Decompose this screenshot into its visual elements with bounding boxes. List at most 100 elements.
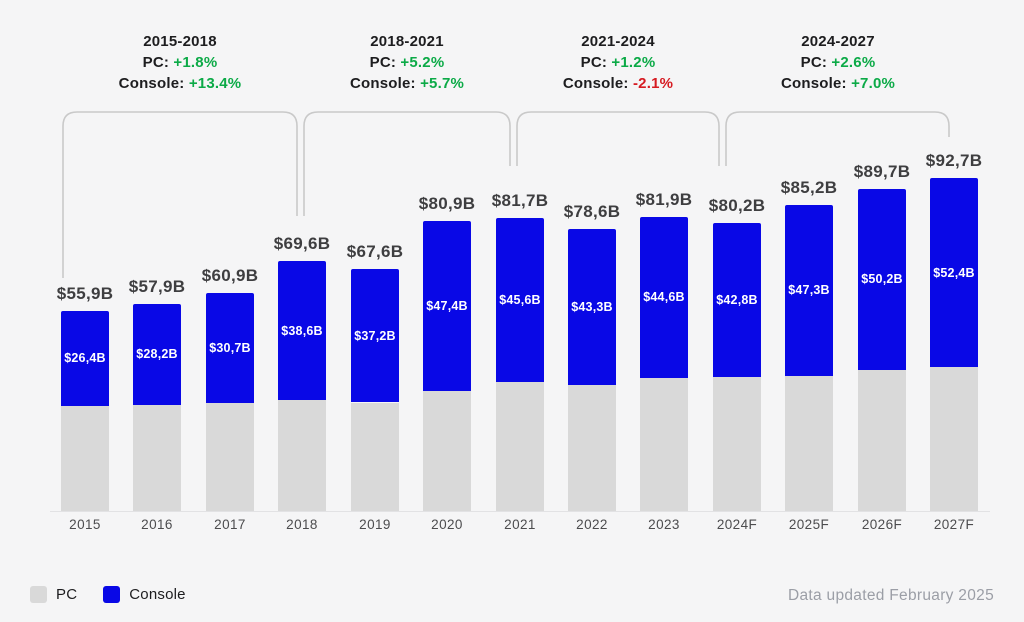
console-bar-segment-2026F[interactable]: $50,2B [858,189,906,370]
console-growth-line: Console: +7.0% [723,73,953,94]
console-value-label: $38,6B [281,323,323,338]
console-growth-line: Console: +13.4% [65,73,295,94]
total-value-label: $92,7B [925,151,983,171]
pc-growth-value: +5.2% [400,54,445,71]
console-value-label: $43,3B [571,299,613,314]
console-value-label: $44,6B [643,290,685,305]
x-axis-label-2026F: 2026F [861,517,903,532]
console-bar-segment-2015[interactable]: $26,4B [61,310,109,406]
pc-bar-segment-2015[interactable] [61,405,109,512]
console-bar-segment-2023[interactable]: $44,6B [640,217,688,378]
x-axis-label-2020: 2020 [431,517,463,532]
x-axis-label-2025F: 2025F [788,517,830,532]
total-value-label: $89,7B [853,162,911,182]
x-axis-label-2015: 2015 [69,517,101,532]
console-growth-value: -2.1% [632,75,674,92]
console-value-label: $52,4B [933,265,975,280]
pc-bar-segment-2018[interactable] [278,400,326,512]
pc-growth-value: +1.2% [611,54,656,71]
console-value-label: $47,4B [426,299,468,314]
pc-bar-segment-2026F[interactable] [858,369,906,512]
total-value-label: $57,9B [128,276,186,296]
pc-bar-segment-2021[interactable] [496,382,544,512]
x-axis-label-2022: 2022 [576,517,608,532]
pc-bar-segment-2017[interactable] [206,403,254,512]
console-bar-segment-2016[interactable]: $28,2B [133,303,181,406]
period-annotation-2021-2024: 2021-2024 PC: +1.2% Console: -2.1% [503,31,733,94]
pc-growth-key: PC: [800,54,828,71]
pc-growth-key: PC: [142,54,170,71]
legend-item-pc[interactable]: PC [30,586,77,603]
period-bracket-2 [516,111,720,166]
console-bar-segment-2017[interactable]: $30,7B [206,292,254,404]
console-bar-segment-2025F[interactable]: $47,3B [785,205,833,376]
legend-item-console[interactable]: Console [103,586,185,603]
period-range-label: 2024-2027 [801,33,875,50]
console-growth-value: +13.4% [188,75,242,92]
total-value-label: $55,9B [56,283,114,303]
pc-bar-segment-2023[interactable] [640,377,688,512]
console-value-label: $42,8B [716,293,758,308]
total-value-label: $67,6B [346,241,404,261]
x-axis-label-2024F: 2024F [716,517,758,532]
console-bar-segment-2021[interactable]: $45,6B [496,217,544,383]
total-value-label: $80,9B [418,193,476,213]
total-value-label: $85,2B [780,178,838,198]
pc-growth-value: +1.8% [173,54,218,71]
pc-bar-segment-2025F[interactable] [785,375,833,512]
total-value-label: $69,6B [273,234,331,254]
x-axis-label-2017: 2017 [214,517,246,532]
console-growth-line: Console: +5.7% [292,73,522,94]
period-range-label: 2015-2018 [143,33,217,50]
x-axis-label-2023: 2023 [648,517,680,532]
pc-bar-segment-2019[interactable] [351,402,399,512]
period-annotation-2018-2021: 2018-2021 PC: +5.2% Console: +5.7% [292,31,522,94]
pc-bar-segment-2020[interactable] [423,391,471,512]
console-bar-segment-2018[interactable]: $38,6B [278,261,326,401]
console-value-label: $50,2B [861,272,903,287]
pc-growth-key: PC: [580,54,608,71]
pc-growth-key: PC: [369,54,397,71]
x-axis-label-2018: 2018 [286,517,318,532]
console-growth-key: Console: [562,75,629,92]
console-bar-segment-2020[interactable]: $47,4B [423,220,471,392]
console-bar-segment-2019[interactable]: $37,2B [351,268,399,403]
data-updated-note: Data updated February 2025 [788,587,994,604]
console-bar-segment-2022[interactable]: $43,3B [568,229,616,385]
pc-bar-segment-2016[interactable] [133,405,181,512]
console-growth-line: Console: -2.1% [503,73,733,94]
legend: PC Console [30,586,186,603]
pc-growth-line: PC: +1.8% [65,52,295,73]
console-growth-key: Console: [118,75,185,92]
pc-bar-segment-2022[interactable] [568,384,616,512]
pc-growth-value: +2.6% [831,54,876,71]
console-bar-segment-2024F[interactable]: $42,8B [713,223,761,378]
pc-growth-line: PC: +2.6% [723,52,953,73]
total-value-label: $81,7B [491,190,549,210]
console-value-label: $30,7B [209,341,251,356]
console-value-label: $37,2B [354,328,396,343]
console-value-label: $45,6B [499,292,541,307]
pc-bar-segment-2027F[interactable] [930,366,978,512]
console-value-label: $26,4B [64,351,106,366]
total-value-label: $81,9B [635,190,693,210]
console-value-label: $28,2B [136,347,178,362]
x-axis-label-2016: 2016 [141,517,173,532]
period-annotation-2015-2018: 2015-2018 PC: +1.8% Console: +13.4% [65,31,295,94]
console-color-swatch [103,586,121,603]
pc-bar-segment-2024F[interactable] [713,377,761,512]
console-growth-value: +5.7% [420,75,465,92]
total-value-label: $78,6B [563,202,621,221]
x-axis-line [50,511,990,512]
pc-color-swatch [30,586,47,603]
period-range-label: 2018-2021 [370,33,444,50]
pc-growth-line: PC: +5.2% [292,52,522,73]
x-axis-label-2027F: 2027F [933,517,975,532]
x-axis-label-2021: 2021 [504,517,536,532]
x-axis-label-2019: 2019 [359,517,391,532]
console-growth-key: Console: [780,75,847,92]
console-value-label: $47,3B [788,283,830,298]
console-bar-segment-2027F[interactable]: $52,4B [930,178,978,367]
period-annotation-2024-2027: 2024-2027 PC: +2.6% Console: +7.0% [723,31,953,94]
